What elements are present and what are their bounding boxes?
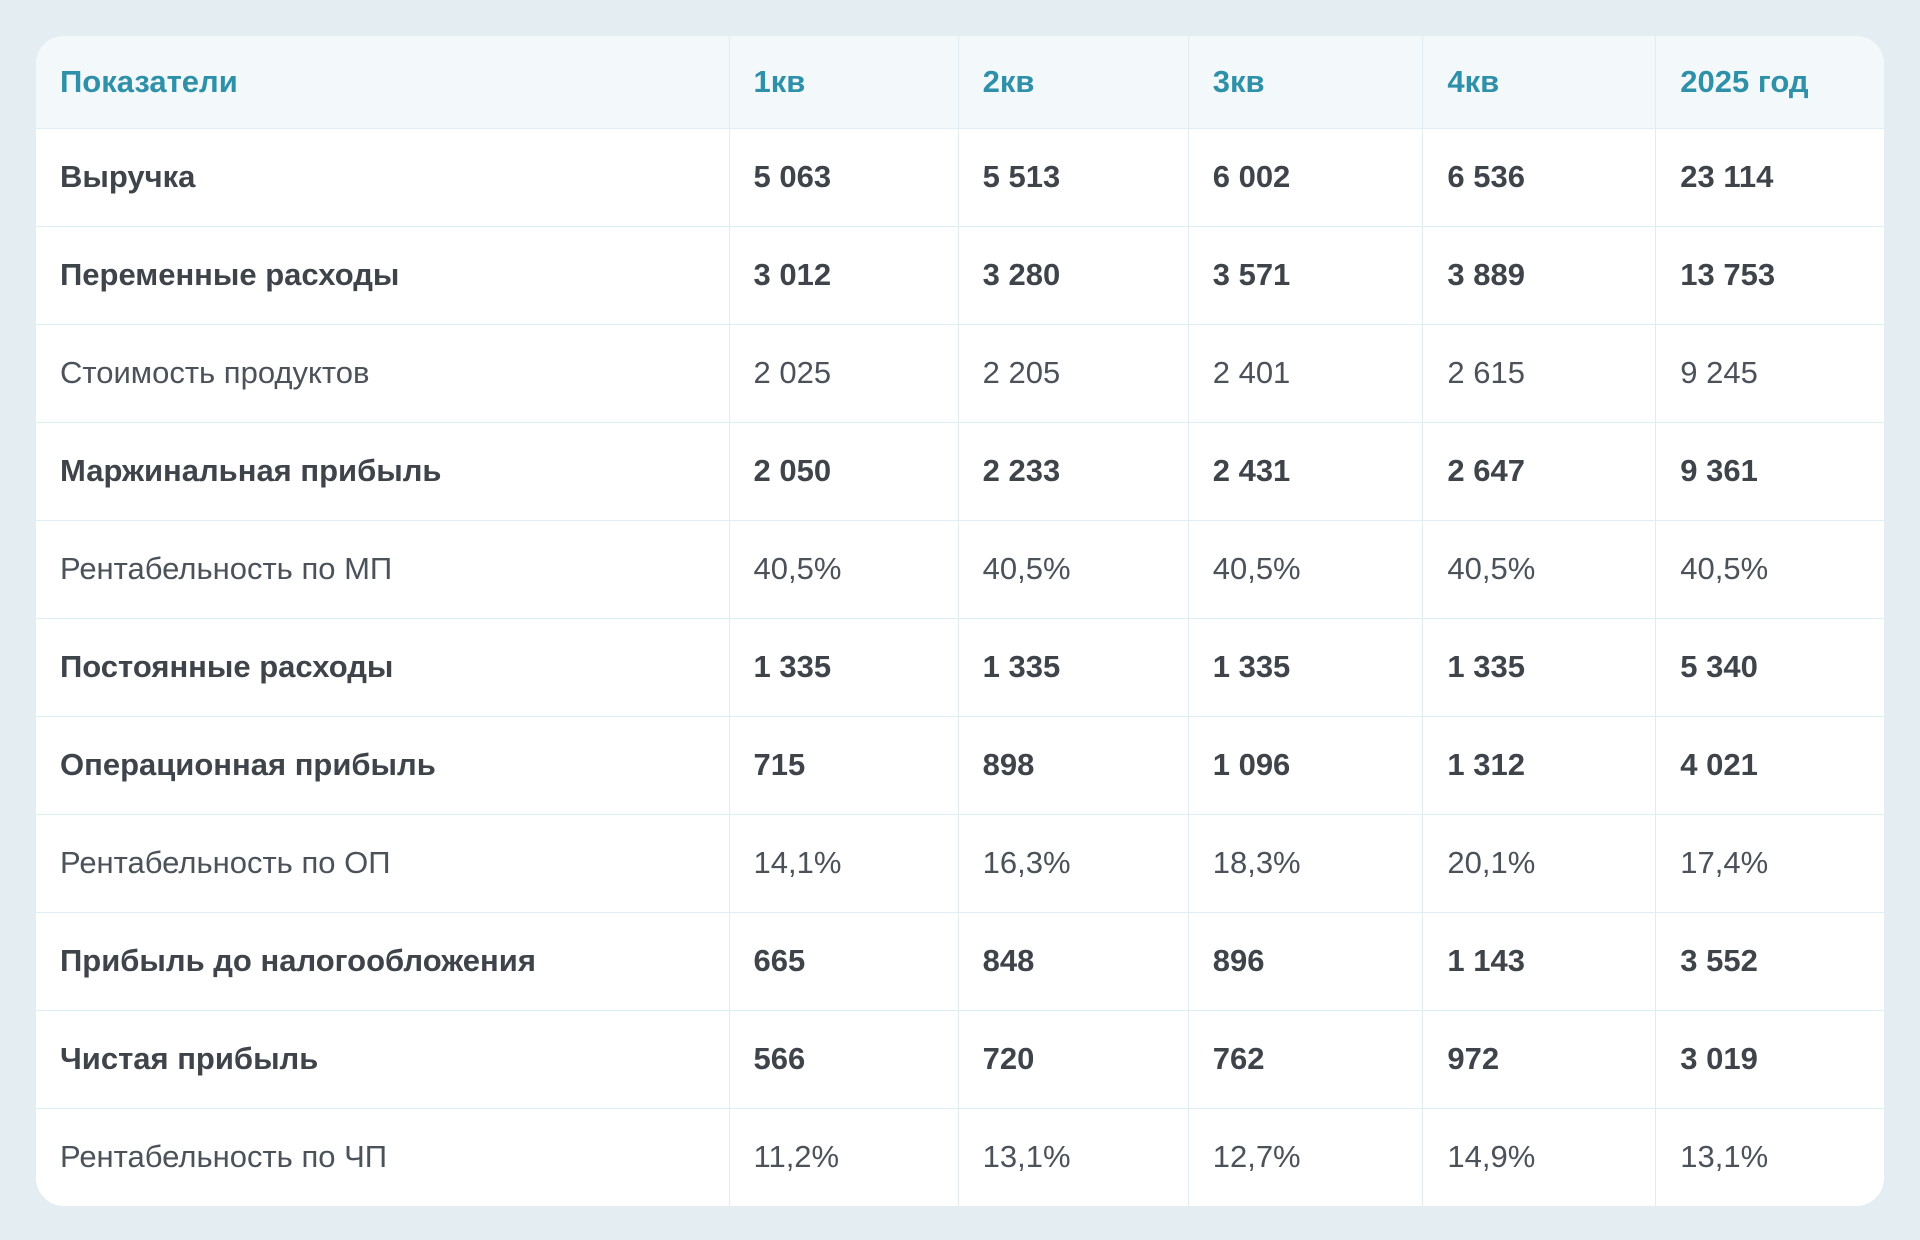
cell-value: 14,9% bbox=[1422, 1108, 1656, 1206]
cell-value: 1 143 bbox=[1422, 912, 1656, 1011]
cell-value: 13,1% bbox=[957, 1108, 1189, 1206]
cell-value: 3 280 bbox=[957, 226, 1189, 325]
cell-value: 14,1% bbox=[728, 814, 959, 913]
cell-value: 5 340 bbox=[1655, 618, 1884, 717]
cell-value: 6 002 bbox=[1187, 128, 1423, 227]
table-row-np-margin: Рентабельность по ЧП 11,2% 13,1% 12,7% 1… bbox=[36, 1108, 1884, 1206]
cell-value: 972 bbox=[1422, 1010, 1656, 1109]
cell-value: 2 025 bbox=[728, 324, 959, 423]
cell-value: 2 647 bbox=[1422, 422, 1656, 521]
cell-value: 40,5% bbox=[957, 520, 1189, 619]
cell-value: 1 312 bbox=[1422, 716, 1656, 815]
cell-value: 16,3% bbox=[957, 814, 1189, 913]
cell-value: 40,5% bbox=[728, 520, 959, 619]
row-label: Переменные расходы bbox=[36, 226, 730, 325]
table-header-row: Показатели 1кв 2кв 3кв 4кв 2025 год bbox=[36, 36, 1884, 129]
column-header-year: 2025 год bbox=[1655, 36, 1884, 129]
cell-value: 665 bbox=[728, 912, 959, 1011]
cell-value: 13,1% bbox=[1655, 1108, 1884, 1206]
cell-value: 18,3% bbox=[1187, 814, 1423, 913]
column-header-q2: 2кв bbox=[957, 36, 1189, 129]
cell-value: 566 bbox=[728, 1010, 959, 1109]
cell-value: 40,5% bbox=[1655, 520, 1884, 619]
row-label: Операционная прибыль bbox=[36, 716, 730, 815]
table-row-net-profit: Чистая прибыль 566 720 762 972 3 019 bbox=[36, 1010, 1884, 1109]
cell-value: 896 bbox=[1187, 912, 1423, 1011]
table-row-fixed-costs: Постоянные расходы 1 335 1 335 1 335 1 3… bbox=[36, 618, 1884, 717]
cell-value: 17,4% bbox=[1655, 814, 1884, 913]
table-row-op-margin: Рентабельность по ОП 14,1% 16,3% 18,3% 2… bbox=[36, 814, 1884, 913]
table-row-pretax-profit: Прибыль до налогообложения 665 848 896 1… bbox=[36, 912, 1884, 1011]
cell-value: 2 205 bbox=[957, 324, 1189, 423]
cell-value: 2 050 bbox=[728, 422, 959, 521]
cell-value: 12,7% bbox=[1187, 1108, 1423, 1206]
table-row-product-cost: Стоимость продуктов 2 025 2 205 2 401 2 … bbox=[36, 324, 1884, 423]
column-header-indicators: Показатели bbox=[36, 36, 730, 129]
cell-value: 3 889 bbox=[1422, 226, 1656, 325]
row-label: Рентабельность по ОП bbox=[36, 814, 730, 913]
table-row-mp-margin: Рентабельность по МП 40,5% 40,5% 40,5% 4… bbox=[36, 520, 1884, 619]
cell-value: 23 114 bbox=[1655, 128, 1884, 227]
financial-table: Показатели 1кв 2кв 3кв 4кв 2025 год Выру… bbox=[36, 36, 1884, 1206]
row-label: Маржинальная прибыль bbox=[36, 422, 730, 521]
table-row-variable-costs: Переменные расходы 3 012 3 280 3 571 3 8… bbox=[36, 226, 1884, 325]
cell-value: 3 012 bbox=[728, 226, 959, 325]
row-label: Рентабельность по МП bbox=[36, 520, 730, 619]
cell-value: 1 335 bbox=[1422, 618, 1656, 717]
table-row-revenue: Выручка 5 063 5 513 6 002 6 536 23 114 bbox=[36, 128, 1884, 227]
cell-value: 2 233 bbox=[957, 422, 1189, 521]
cell-value: 1 335 bbox=[728, 618, 959, 717]
row-label: Выручка bbox=[36, 128, 730, 227]
cell-value: 40,5% bbox=[1187, 520, 1423, 619]
cell-value: 2 401 bbox=[1187, 324, 1423, 423]
cell-value: 4 021 bbox=[1655, 716, 1884, 815]
cell-value: 3 019 bbox=[1655, 1010, 1884, 1109]
cell-value: 720 bbox=[957, 1010, 1189, 1109]
cell-value: 5 063 bbox=[728, 128, 959, 227]
cell-value: 762 bbox=[1187, 1010, 1423, 1109]
table-row-marginal-profit: Маржинальная прибыль 2 050 2 233 2 431 2… bbox=[36, 422, 1884, 521]
financial-table-card: Показатели 1кв 2кв 3кв 4кв 2025 год Выру… bbox=[36, 36, 1884, 1206]
column-header-q1: 1кв bbox=[728, 36, 959, 129]
cell-value: 898 bbox=[957, 716, 1189, 815]
row-label: Стоимость продуктов bbox=[36, 324, 730, 423]
cell-value: 3 552 bbox=[1655, 912, 1884, 1011]
cell-value: 1 335 bbox=[957, 618, 1189, 717]
cell-value: 13 753 bbox=[1655, 226, 1884, 325]
cell-value: 11,2% bbox=[728, 1108, 959, 1206]
cell-value: 6 536 bbox=[1422, 128, 1656, 227]
cell-value: 3 571 bbox=[1187, 226, 1423, 325]
cell-value: 2 431 bbox=[1187, 422, 1423, 521]
row-label: Прибыль до налогообложения bbox=[36, 912, 730, 1011]
row-label: Постоянные расходы bbox=[36, 618, 730, 717]
cell-value: 715 bbox=[728, 716, 959, 815]
cell-value: 9 245 bbox=[1655, 324, 1884, 423]
column-header-q3: 3кв bbox=[1187, 36, 1423, 129]
cell-value: 1 096 bbox=[1187, 716, 1423, 815]
cell-value: 1 335 bbox=[1187, 618, 1423, 717]
table-row-operating-profit: Операционная прибыль 715 898 1 096 1 312… bbox=[36, 716, 1884, 815]
row-label: Рентабельность по ЧП bbox=[60, 1139, 388, 1175]
cell-value: 2 615 bbox=[1422, 324, 1656, 423]
column-header-q4: 4кв bbox=[1422, 36, 1656, 129]
cell-value: 20,1% bbox=[1422, 814, 1656, 913]
cell-value: 848 bbox=[957, 912, 1189, 1011]
cell-value: 40,5% bbox=[1422, 520, 1656, 619]
cell-value: 5 513 bbox=[957, 128, 1189, 227]
cell-value: 9 361 bbox=[1655, 422, 1884, 521]
row-label: Чистая прибыль bbox=[36, 1010, 730, 1109]
